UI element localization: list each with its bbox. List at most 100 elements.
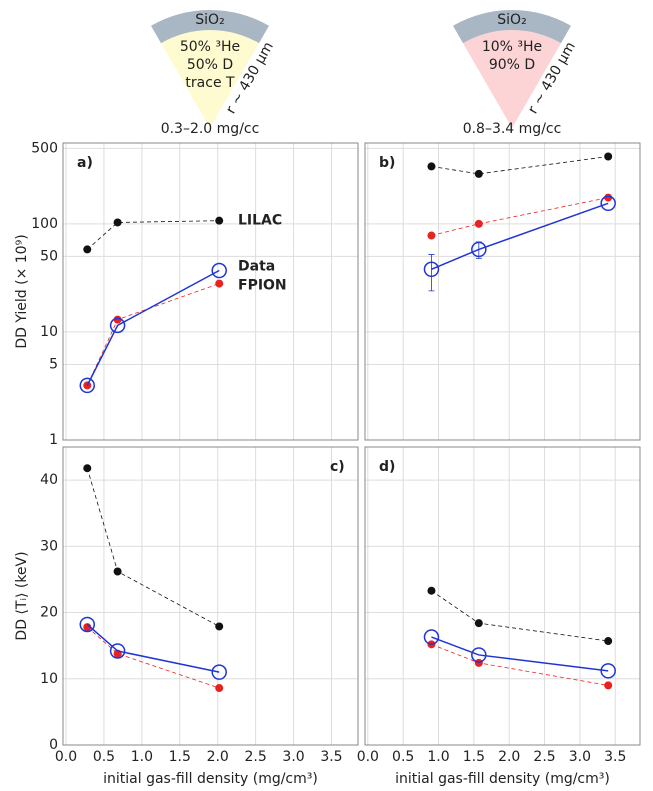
y-tick-label: 100 bbox=[31, 216, 58, 232]
y-tick-label: 20 bbox=[40, 605, 58, 621]
shell-label: SiO₂ bbox=[497, 12, 526, 28]
y-tick-label: 1 bbox=[49, 432, 58, 448]
fill-label: 90% D bbox=[489, 57, 535, 73]
data-point bbox=[79, 377, 96, 394]
x-axis-label: initial gas-fill density (mg/cm³) bbox=[103, 771, 318, 787]
data-point bbox=[604, 681, 613, 690]
data-point bbox=[604, 637, 613, 646]
y-tick-label: 0 bbox=[49, 737, 58, 753]
y-tick-label: 30 bbox=[40, 538, 58, 554]
capsule-fill bbox=[463, 29, 561, 128]
data-point bbox=[83, 623, 92, 632]
y-axis-label: DD Yield (× 10⁹) bbox=[14, 234, 30, 348]
data-point bbox=[604, 152, 613, 161]
error-bar bbox=[428, 254, 435, 292]
data-point bbox=[113, 315, 122, 324]
data-point bbox=[83, 464, 92, 473]
data-point bbox=[427, 231, 436, 240]
data-point bbox=[604, 193, 613, 202]
data-point bbox=[211, 262, 227, 279]
panel-frame bbox=[364, 446, 641, 746]
y-tick-label: 40 bbox=[40, 472, 58, 488]
x-tick-label: 0.5 bbox=[392, 749, 414, 765]
series-line bbox=[86, 269, 220, 386]
data-point bbox=[471, 241, 487, 258]
data-point bbox=[113, 567, 122, 576]
series-line bbox=[431, 197, 609, 236]
data-point bbox=[427, 586, 436, 595]
fill-label: 50% D bbox=[187, 57, 233, 73]
panel-background bbox=[63, 447, 358, 745]
data-point bbox=[427, 162, 436, 171]
series-line bbox=[87, 220, 220, 250]
y-tick-label: 500 bbox=[31, 140, 58, 156]
panel-background bbox=[365, 143, 640, 440]
panel-frame bbox=[62, 142, 359, 441]
x-tick-label: 0.5 bbox=[93, 749, 115, 765]
x-tick-label: 2.5 bbox=[244, 749, 266, 765]
data-point bbox=[474, 658, 483, 667]
data-point bbox=[79, 616, 96, 633]
x-tick-label: 1.0 bbox=[131, 749, 153, 765]
capsule-shell bbox=[453, 9, 571, 44]
panel-frame bbox=[62, 446, 359, 746]
y-tick-label: 50 bbox=[40, 248, 58, 264]
x-tick-label: 3.0 bbox=[569, 749, 591, 765]
data-point bbox=[423, 629, 440, 645]
x-tick-label: 1.5 bbox=[463, 749, 485, 765]
x-tick-label: 0.0 bbox=[357, 749, 379, 765]
x-tick-label: 1.5 bbox=[169, 749, 191, 765]
data-point bbox=[113, 218, 122, 227]
data-point bbox=[600, 195, 616, 212]
y-axis-label: DD ⟨Tᵢ⟩ (keV) bbox=[14, 551, 30, 640]
panel-label: a) bbox=[77, 155, 93, 171]
legend-entry: FPION bbox=[238, 278, 287, 294]
data-point bbox=[600, 663, 616, 679]
data-point bbox=[215, 622, 224, 631]
series-line bbox=[431, 636, 609, 672]
data-point bbox=[474, 619, 483, 628]
x-tick-label: 3.5 bbox=[604, 749, 626, 765]
x-tick-label: 2.5 bbox=[533, 749, 555, 765]
panel-background bbox=[63, 143, 358, 440]
y-tick-label: 5 bbox=[49, 356, 58, 372]
x-tick-label: 3.5 bbox=[320, 749, 342, 765]
data-point bbox=[215, 684, 224, 693]
data-point bbox=[423, 261, 440, 278]
fill-label: trace T bbox=[185, 75, 235, 91]
data-point bbox=[109, 317, 126, 334]
data-point bbox=[215, 216, 224, 225]
x-tick-label: 2.0 bbox=[498, 749, 520, 765]
panel-label: b) bbox=[379, 155, 395, 171]
capsule-shell bbox=[151, 9, 269, 44]
data-point bbox=[474, 219, 483, 228]
data-point bbox=[215, 279, 224, 288]
shell-label: SiO₂ bbox=[195, 12, 224, 28]
x-tick-label: 1.0 bbox=[427, 749, 449, 765]
data-point bbox=[474, 169, 483, 178]
capsule-fill bbox=[161, 29, 259, 128]
panel-label: c) bbox=[330, 459, 345, 475]
x-tick-label: 0.0 bbox=[55, 749, 77, 765]
x-tick-label: 2.0 bbox=[207, 749, 229, 765]
fill-label: 10% ³He bbox=[482, 39, 542, 55]
panel-label: d) bbox=[379, 459, 395, 475]
series-line bbox=[431, 156, 609, 175]
y-tick-label: 10 bbox=[40, 324, 58, 340]
x-axis-label: initial gas-fill density (mg/cm³) bbox=[395, 771, 610, 787]
series-line bbox=[86, 623, 220, 673]
data-point bbox=[109, 643, 126, 659]
legend-entry: Data bbox=[238, 259, 275, 275]
density-label: 0.3–2.0 mg/cc bbox=[161, 121, 260, 137]
y-tick-label: 10 bbox=[40, 671, 58, 687]
data-point bbox=[211, 664, 227, 680]
fill-label: 50% ³He bbox=[180, 39, 240, 55]
data-point bbox=[471, 647, 487, 663]
density-label: 0.8–3.4 mg/cc bbox=[463, 121, 562, 137]
x-tick-label: 3.0 bbox=[282, 749, 304, 765]
legend-entry: LILAC bbox=[238, 213, 282, 229]
panel-background bbox=[365, 447, 640, 745]
data-point bbox=[83, 245, 92, 254]
panel-frame bbox=[364, 142, 641, 441]
